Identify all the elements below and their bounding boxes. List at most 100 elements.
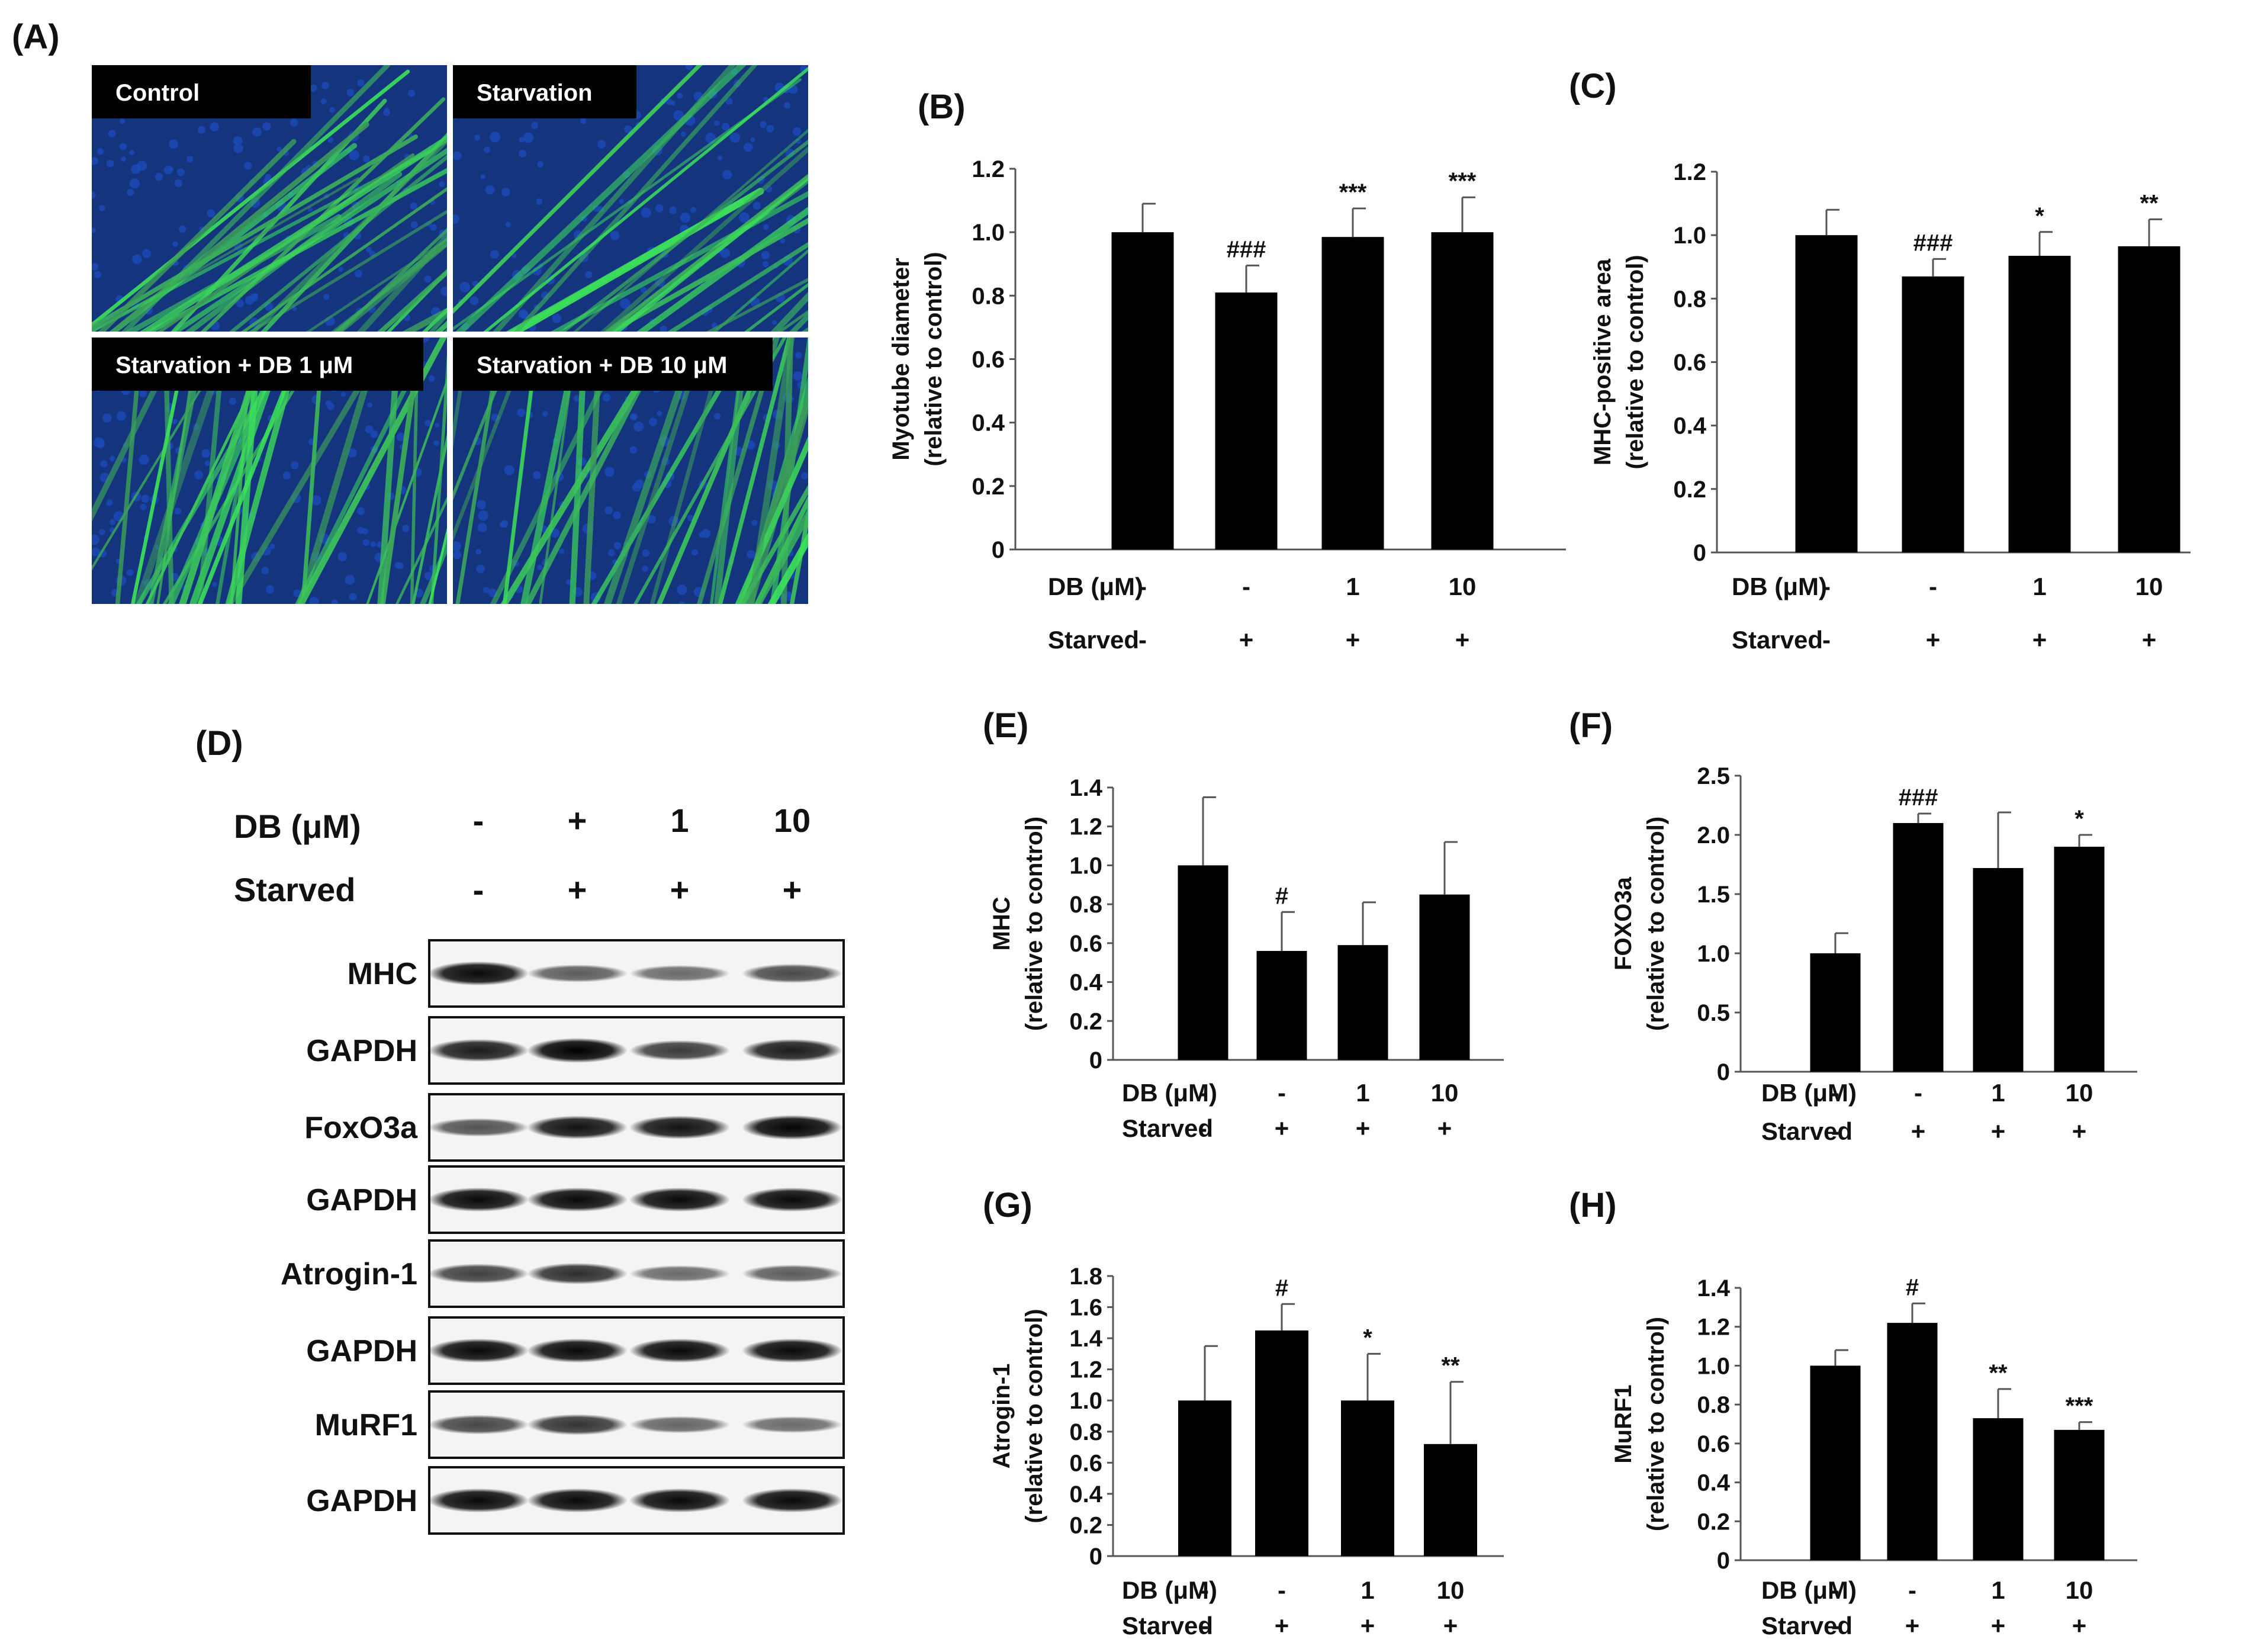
myotube-fiber (377, 269, 447, 332)
blot-db-label: DB (μM) (234, 808, 361, 845)
myotube-fiber (386, 269, 447, 332)
myotube-fiber (493, 65, 736, 332)
nucleus-dot (262, 122, 271, 131)
starved-condition-value: - (1138, 626, 1147, 654)
panel-label-b: (B) (918, 88, 966, 126)
nucleus-dot (169, 139, 179, 149)
nucleus-dot (424, 275, 432, 283)
nucleus-dot (490, 131, 501, 143)
nucleus-dot (752, 201, 761, 210)
y-axis-label: MuRF1 (1610, 1384, 1636, 1463)
nucleus-dot (194, 470, 204, 480)
blot-band (742, 1265, 842, 1283)
y-tick-label: 1.0 (1069, 853, 1102, 879)
nucleus-dot (233, 143, 243, 153)
nucleus-dot (677, 584, 687, 595)
nucleus-dot (370, 430, 378, 438)
db-condition-label: DB (μM) (1122, 1079, 1217, 1107)
chart-g: 0 0.2 0.4 0.6 0.8 1.0 1.2 1.4 1.6 1.8 Atrogin-1 (re… (989, 1264, 1504, 1640)
myotube-fiber (357, 232, 447, 332)
panel-label-g: (G) (983, 1186, 1033, 1224)
starved-condition-value: + (1346, 626, 1361, 654)
blot-band (428, 1264, 529, 1284)
y-tick-label: 0.2 (1697, 1509, 1730, 1535)
myotube-fiber (410, 338, 420, 604)
y-tick-label: 1.2 (1673, 159, 1706, 185)
blot-db-value: - (473, 802, 484, 839)
db-condition-value: - (1199, 1079, 1207, 1107)
nucleus-dot (132, 254, 142, 265)
myotube-fiber (331, 242, 447, 332)
bar (2008, 255, 2071, 552)
nucleus-dot (99, 460, 108, 468)
y-tick-label: 0.4 (1069, 1481, 1102, 1508)
nucleus-dot (179, 225, 186, 233)
micrograph-grid: Control Starvation Starvation + DB 1 μM Sta… (92, 65, 808, 604)
nucleus-dot (197, 126, 205, 134)
nucleus-dot (604, 467, 615, 477)
bar (1321, 237, 1384, 549)
nucleus-dot (717, 155, 723, 160)
nucleus-dot (269, 544, 275, 549)
bar (1256, 951, 1307, 1060)
panel-label-h: (H) (1569, 1186, 1617, 1224)
starved-condition-label: Starved (1761, 1612, 1852, 1640)
y-tick-label: 0.6 (1673, 350, 1706, 376)
nucleus-dot (293, 589, 301, 597)
nucleus-dot (725, 98, 733, 105)
nucleus-dot (331, 599, 338, 604)
blot-row-murf1: MuRF1 (315, 1390, 845, 1459)
blot-row-label: FoxO3a (304, 1111, 418, 1145)
nucleus-dot (424, 571, 433, 580)
nucleus-dot (362, 539, 369, 547)
myotube-fiber (616, 338, 707, 604)
blot-row-atrogin-1: Atrogin-1 (281, 1239, 845, 1308)
nucleus-dot (610, 230, 620, 240)
nucleus-dot (699, 531, 706, 538)
nucleus-dot (660, 326, 667, 332)
significance-label: ### (1913, 230, 1953, 256)
nucleus-dot (519, 137, 525, 143)
nucleus-dot (139, 390, 147, 398)
myotube-fiber (250, 137, 447, 332)
bar (1178, 1400, 1231, 1556)
nucleus-dot (106, 159, 114, 168)
y-axis-sublabel: (relative to control) (1643, 817, 1669, 1031)
myotube-fiber (770, 291, 808, 332)
y-tick-label: 1.8 (1069, 1264, 1102, 1290)
bar (1111, 232, 1174, 550)
bar (2118, 246, 2180, 552)
y-tick-label: 1.0 (1069, 1388, 1102, 1414)
nucleus-dot (647, 515, 656, 524)
y-tick-label: 0 (992, 537, 1005, 563)
nucleus-dot (761, 250, 770, 260)
y-tick-label: 0.8 (1069, 892, 1102, 918)
starved-condition-value: + (1356, 1114, 1371, 1142)
nucleus-dot (172, 241, 178, 248)
nucleus-dot (207, 209, 216, 218)
western-blot: DB (μM) Starved - +1 10 - + + + MHC GAPDH FoxO3a GAP… (234, 802, 845, 1535)
nucleus-dot (780, 238, 786, 243)
db-condition-value: - (1278, 1079, 1286, 1107)
nucleus-dot (428, 375, 435, 382)
bar (1887, 1323, 1938, 1560)
y-tick-label: 0.2 (972, 474, 1005, 500)
nucleus-dot (245, 295, 255, 305)
nucleus-dot (478, 510, 489, 521)
db-condition-label: DB (μM) (1761, 1576, 1857, 1604)
nucleus-dot (309, 597, 319, 604)
nucleus-dot (366, 246, 372, 253)
nucleus-dot (537, 161, 544, 168)
myotube-fiber (92, 338, 234, 571)
nucleus-dot (212, 581, 217, 587)
nucleus-dot (484, 146, 490, 153)
significance-label: *** (1449, 168, 1477, 194)
myotube-fiber (789, 312, 808, 332)
nucleus-dot (345, 574, 355, 585)
y-axis-sublabel: (relative to control) (921, 252, 947, 466)
starved-condition-label: Starved (1732, 626, 1823, 654)
starved-condition-value: + (1361, 1612, 1375, 1640)
nucleus-dot (141, 494, 150, 503)
y-axis-label: MHC-positive area (1590, 258, 1616, 465)
